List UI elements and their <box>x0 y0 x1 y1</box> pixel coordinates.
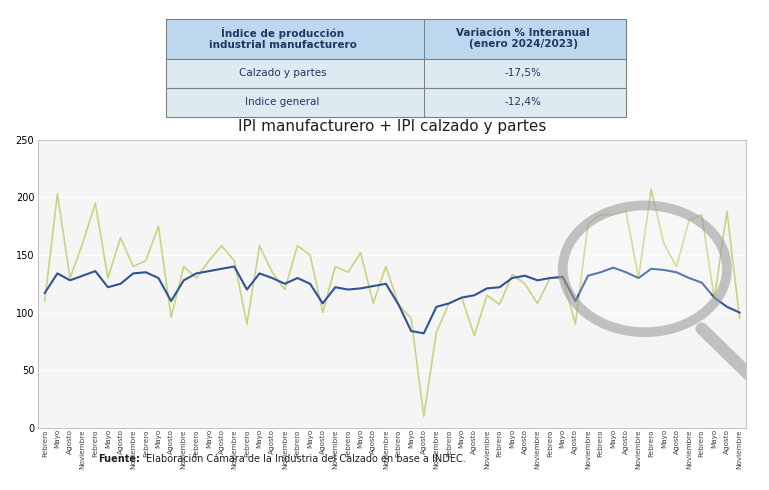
FancyBboxPatch shape <box>166 58 626 88</box>
Title: IPI manufacturero + IPI calzado y partes: IPI manufacturero + IPI calzado y partes <box>238 120 547 134</box>
Text: Índice de producción
industrial manufacturero: Índice de producción industrial manufact… <box>208 27 357 50</box>
FancyBboxPatch shape <box>166 88 626 117</box>
FancyBboxPatch shape <box>424 19 425 117</box>
FancyBboxPatch shape <box>166 19 626 58</box>
Text: Elaboración Cámara de la Industria del Calzado en base a INDEC.: Elaboración Cámara de la Industria del C… <box>143 454 466 465</box>
Text: -17,5%: -17,5% <box>504 68 541 78</box>
Text: Variación % Interanual
(enero 2024/2023): Variación % Interanual (enero 2024/2023) <box>456 28 590 49</box>
Text: Calzado y partes: Calzado y partes <box>238 68 326 78</box>
Text: Indice general: Indice general <box>245 98 320 107</box>
Text: Fuente:: Fuente: <box>98 454 141 465</box>
Ellipse shape <box>572 206 717 331</box>
Text: -12,4%: -12,4% <box>504 98 541 107</box>
